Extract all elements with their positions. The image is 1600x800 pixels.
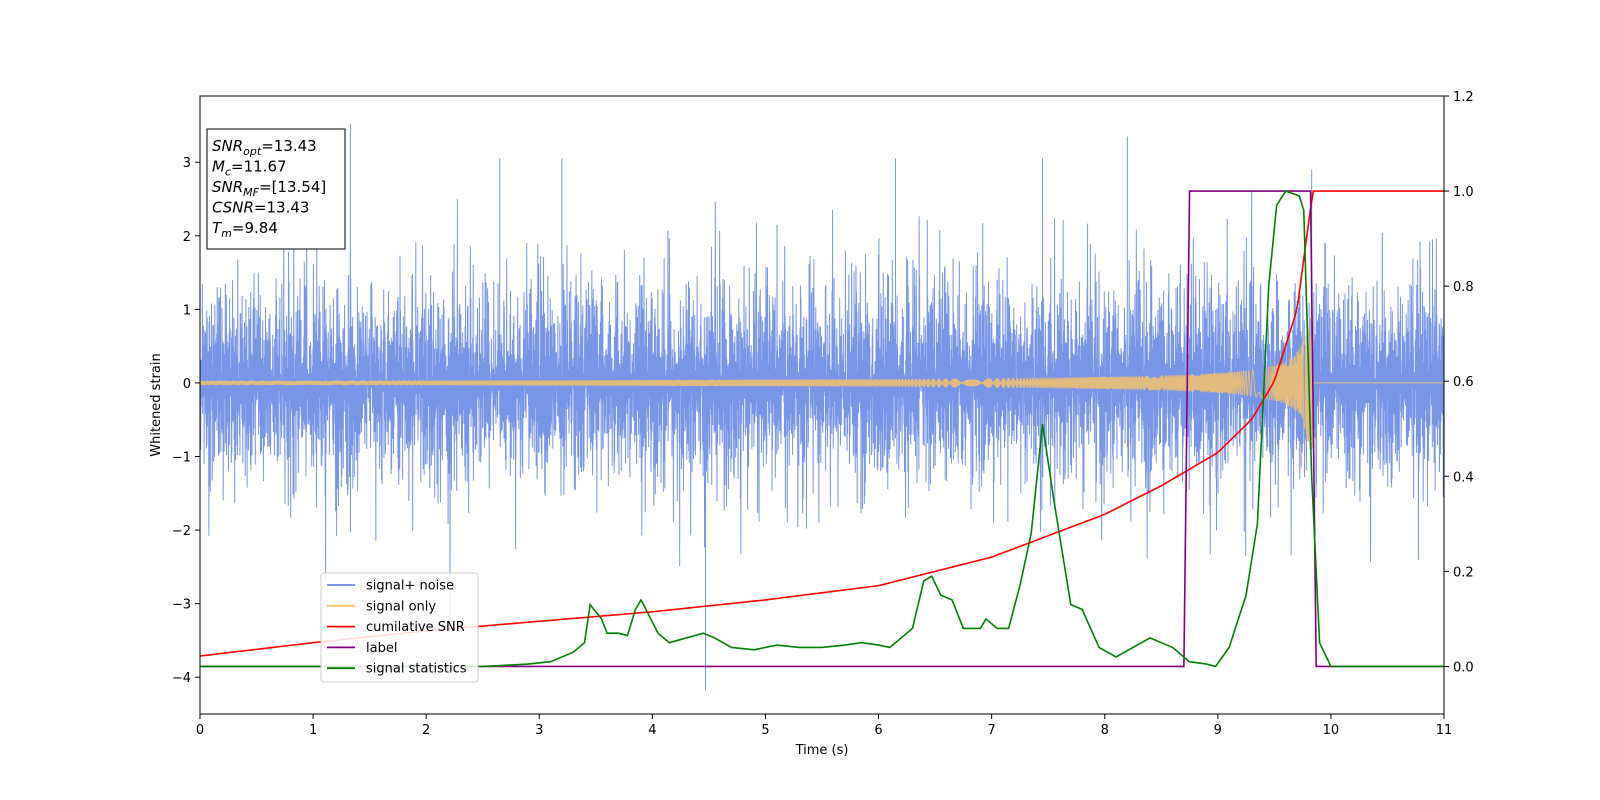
y2-tick-label: 0.6 [1453,375,1474,390]
legend-label: signal statistics [366,662,467,677]
info-line: SNRMF=[13.54] [212,178,326,199]
x-tick-label: 9 [1214,723,1222,738]
y2-tick-label: 1.0 [1453,185,1474,200]
series-signal-statistics [200,190,1444,668]
x-tick-label: 7 [987,723,995,738]
y-tick-label: 2 [183,230,191,245]
info-line: CSNR=13.43 [212,199,309,217]
y-tick-label: −3 [172,598,191,613]
legend-label: cumilative SNR [366,620,465,635]
x-tick-label: 8 [1101,723,1109,738]
plot-frame [199,95,1445,715]
y-tick-label: −2 [172,524,191,539]
y2-tick-label: 1.2 [1453,90,1474,105]
plot-area [200,123,1444,691]
legend-frame [320,572,479,683]
info-box-frame [206,128,346,250]
y-tick-label: −4 [172,671,191,686]
x-tick-label: 10 [1323,723,1340,738]
y2-tick-label: 0.4 [1453,470,1474,485]
y-tick-label: 3 [183,156,191,171]
x-tick-label: 3 [535,723,543,738]
y2-tick-label: 0.2 [1453,565,1474,580]
series-signal-only [200,316,1444,450]
x-tick-label: 0 [196,723,204,738]
legend-label: label [366,641,397,656]
x-axis: 0 1 2 3 4 5 6 7 8 9 10 11 [196,714,1452,738]
y2-tick-label: 0.0 [1453,660,1474,675]
x-tick-label: 4 [648,723,656,738]
y-axis-left: −4 −3 −2 −1 0 1 2 3 [172,156,200,686]
info-line: SNRopt=13.43 [212,137,317,158]
legend-label: signal+ noise [366,579,454,594]
y-axis-label: Whitened strain [149,353,164,456]
x-tick-label: 1 [309,723,317,738]
x-axis-label: Time (s) [795,743,849,758]
y-tick-label: −1 [172,451,191,466]
y-axis-right: 0.0 0.2 0.4 0.6 0.8 1.0 1.2 [1444,90,1474,675]
x-tick-label: 2 [422,723,430,738]
x-tick-label: 5 [761,723,769,738]
y-tick-label: 1 [183,303,191,318]
legend-label: signal only [366,599,436,614]
x-tick-label: 11 [1436,723,1453,738]
y2-tick-label: 0.8 [1453,280,1474,295]
legend: signal+ noise signal only cumilative SNR la… [320,572,479,683]
info-line: Tm=9.84 [212,219,278,240]
y-tick-label: 0 [183,377,191,392]
info-line: Mc=11.67 [212,158,287,179]
x-tick-label: 6 [874,723,882,738]
info-box: SNRopt=13.43Mc=11.67SNRMF=[13.54]CSNR=13… [206,128,346,250]
